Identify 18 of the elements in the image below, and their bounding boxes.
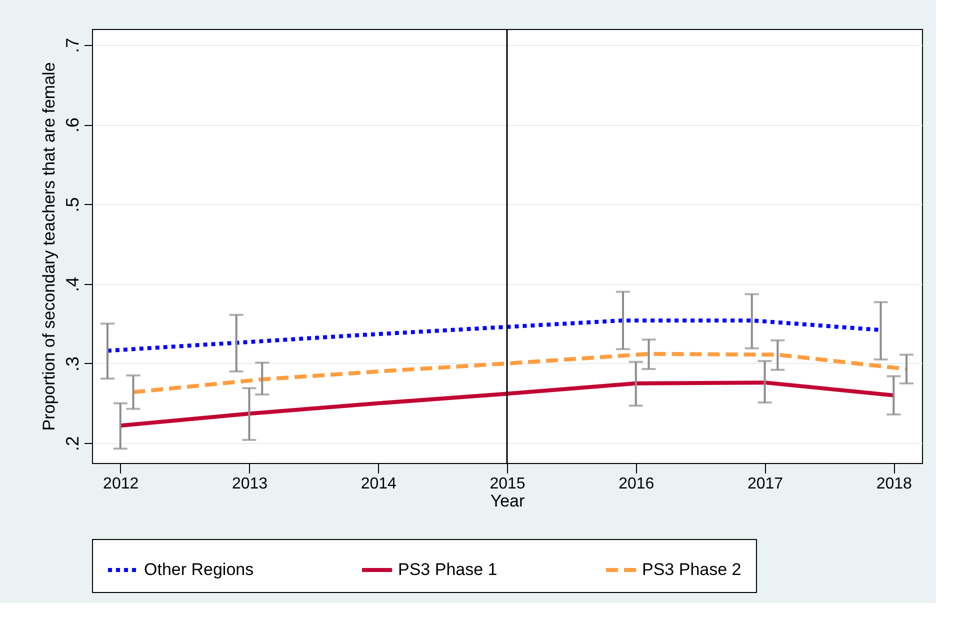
y-axis-title: Proportion of secondary teachers that are female: [40, 62, 58, 431]
y-tick-label: .4: [62, 276, 82, 292]
x-tick-label: 2013: [232, 476, 268, 492]
y-tick-label: .2: [62, 436, 82, 452]
y-tick-label: .5: [62, 197, 82, 212]
y-tick-label: .3: [62, 356, 82, 372]
legend-label: PS3 Phase 2: [642, 560, 742, 579]
legend-label: PS3 Phase 1: [398, 560, 498, 579]
x-tick-label: 2016: [618, 476, 654, 492]
x-axis-title: Year: [490, 492, 526, 510]
x-tick-label: 2014: [360, 476, 397, 492]
y-tick-label: .6: [62, 118, 82, 133]
x-tick-label: 2015: [490, 476, 526, 492]
x-tick-label: 2017: [747, 476, 784, 492]
x-tick-label: 2012: [103, 476, 139, 492]
y-tick-label: .7: [62, 38, 82, 53]
legend-label: Other Regions: [144, 560, 254, 579]
x-tick-label: 2018: [876, 476, 912, 492]
